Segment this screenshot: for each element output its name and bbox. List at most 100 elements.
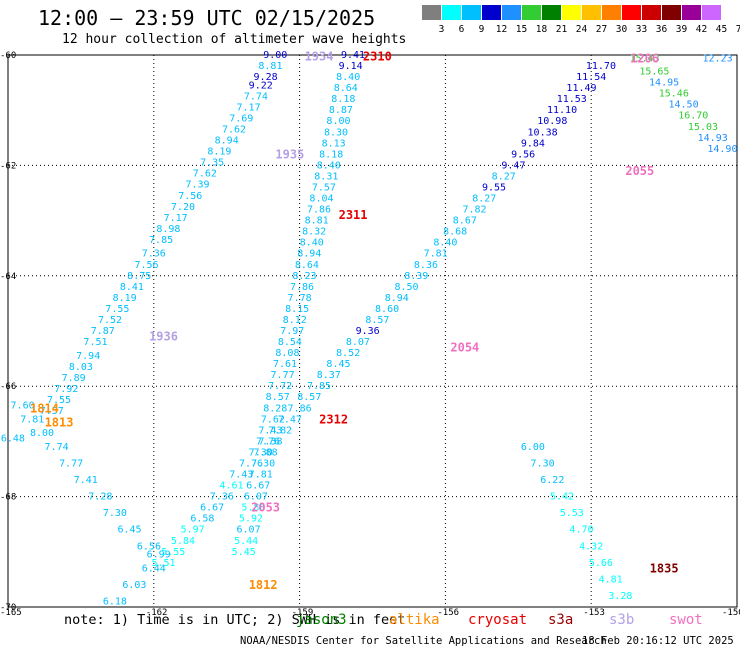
scale-label: 45 [715,24,728,35]
data-label-s3b: 8.98 [156,224,180,235]
y-tick-label: -60 [0,51,16,61]
data-label-s3b: 7.62 [193,169,217,180]
data-label-cryosat: 8.57 [266,392,290,403]
data-label-swot: 8.67 [453,216,477,227]
data-label-s3b: 7.60 [11,401,35,412]
data-label-jason3: 15.65 [639,67,669,78]
data-label-s3a: 4.70 [569,525,593,536]
data-label-s3b: 6.44 [142,563,166,574]
data-label-swot: 7.82 [268,425,292,436]
data-label-jason3: 14.50 [668,100,698,111]
scale-swatch [442,5,461,20]
data-label-s3b: 7.87 [91,326,115,337]
satellite-legend-altika: altika [389,612,440,628]
data-label-s3b: 6.03 [122,580,146,591]
data-label-cryosat: 8.64 [334,83,358,94]
scale-label: 36 [655,24,668,35]
data-label-cryosat: 7.81 [249,470,273,481]
data-points: 9.008.819.289.227.747.177.697.628.948.19… [1,50,738,607]
scale-label: 15 [515,24,528,35]
satellite-legend-swot: swot [669,612,703,628]
data-label-cryosat: 8.32 [302,227,326,238]
pass-time-label: 2053 [251,501,280,515]
scale-label: 6 [458,24,465,35]
data-label-jason3: 14.93 [698,133,728,144]
data-label-cryosat: 7.76 [256,436,280,447]
data-label-cryosat: 8.04 [309,194,333,205]
data-label-s3b: 6.56 [137,541,161,552]
data-label-swot: 9.84 [521,138,545,149]
data-label-swot: 7.36 [210,492,234,503]
data-label-swot: 6.58 [190,514,214,525]
data-label-s3b: 6.99 [147,550,171,561]
scale-swatch [522,5,541,20]
data-label-cryosat: 7.43 [258,425,282,436]
scale-label: 9 [478,24,485,35]
data-label-s3b: 7.20 [171,202,195,213]
data-label-swot: 8.50 [394,282,418,293]
scale-swatch [622,5,641,20]
data-label-s3b: 6.45 [117,525,141,536]
pass-time-label: 1813 [45,416,74,430]
data-label-s3b: 7.89 [62,373,86,384]
data-label-jason3: 14.90 [707,144,737,155]
pass-time-label: 1935 [275,147,304,161]
chart-title: 12:00 — 23:59 UTC 02/15/2025 [38,6,376,30]
data-label-swot: 11.54 [576,72,606,83]
scale-label: 33 [635,24,648,35]
y-tick-label: -66 [0,382,16,392]
data-label-s3a: 5.66 [589,558,613,569]
scale-swatch [602,5,621,20]
scale-swatch [462,5,481,20]
scale-swatch [562,5,581,20]
data-label-cryosat: 7.86 [307,205,331,216]
data-label-s3b: 7.56 [134,260,158,271]
data-label-swot: 8.40 [433,238,457,249]
data-label-cryosat: 8.28 [263,403,287,414]
data-label-swot: 9.55 [482,182,506,193]
data-label-cryosat: 7.86 [290,282,314,293]
pass-time-label: 2310 [363,50,392,64]
scale-swatch [482,5,501,20]
data-label-s3b: 8.19 [113,293,137,304]
data-label-cryosat: 8.40 [336,72,360,83]
data-label-s3b: 7.77 [59,458,83,469]
scale-swatch [422,5,441,20]
data-label-swot: 8.57 [297,392,321,403]
data-label-cryosat: 5.92 [239,514,263,525]
data-label-s3b: 7.94 [76,351,100,362]
pass-time-label: 2055 [625,164,654,178]
scale-label: 42 [695,24,708,35]
data-label-cryosat: 8.40 [300,238,324,249]
data-label-jason3: 14.95 [649,78,679,89]
data-label-swot: 8.45 [326,359,350,370]
data-label-cryosat: 7.97 [280,326,304,337]
scale-swatch [682,5,701,20]
data-label-s3b: 9.00 [263,50,287,61]
data-label-s3b: 7.69 [229,113,253,124]
data-label-swot: 7.30 [249,447,273,458]
x-tick-label: -156 [437,608,459,618]
data-label-s3a: 6.22 [540,475,564,486]
data-label-cryosat: 8.15 [285,304,309,315]
data-label-s3b: 7.56 [178,191,202,202]
data-label-s3a: 5.42 [550,492,574,503]
pass-time-label: 1814 [30,401,59,415]
data-label-s3b: 7.62 [222,125,246,136]
data-label-cryosat: 9.14 [339,61,363,72]
data-label-s3a: 4.32 [579,541,603,552]
satellite-legend-cryosat: cryosat [468,612,528,628]
data-label-s3b: 7.36 [142,249,166,260]
scale-swatch [502,5,521,20]
data-label-cryosat: 5.45 [232,547,256,558]
data-label-cryosat: 7.57 [312,182,336,193]
data-label-s3a: 6.00 [521,442,545,453]
data-label-s3b: 7.81 [20,414,44,425]
data-label-s3b: 9.22 [249,80,273,91]
data-label-swot: 5.97 [181,525,205,536]
data-label-swot: 8.39 [404,271,428,282]
y-tick-label: -68 [0,493,16,503]
data-label-cryosat: 8.08 [275,348,299,359]
data-label-s3a: 5.53 [560,508,584,519]
data-label-swot: 8.07 [346,337,370,348]
